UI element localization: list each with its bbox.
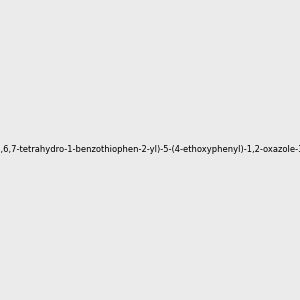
- Text: N-(3-cyano-4,5,6,7-tetrahydro-1-benzothiophen-2-yl)-5-(4-ethoxyphenyl)-1,2-oxazo: N-(3-cyano-4,5,6,7-tetrahydro-1-benzothi…: [0, 146, 300, 154]
